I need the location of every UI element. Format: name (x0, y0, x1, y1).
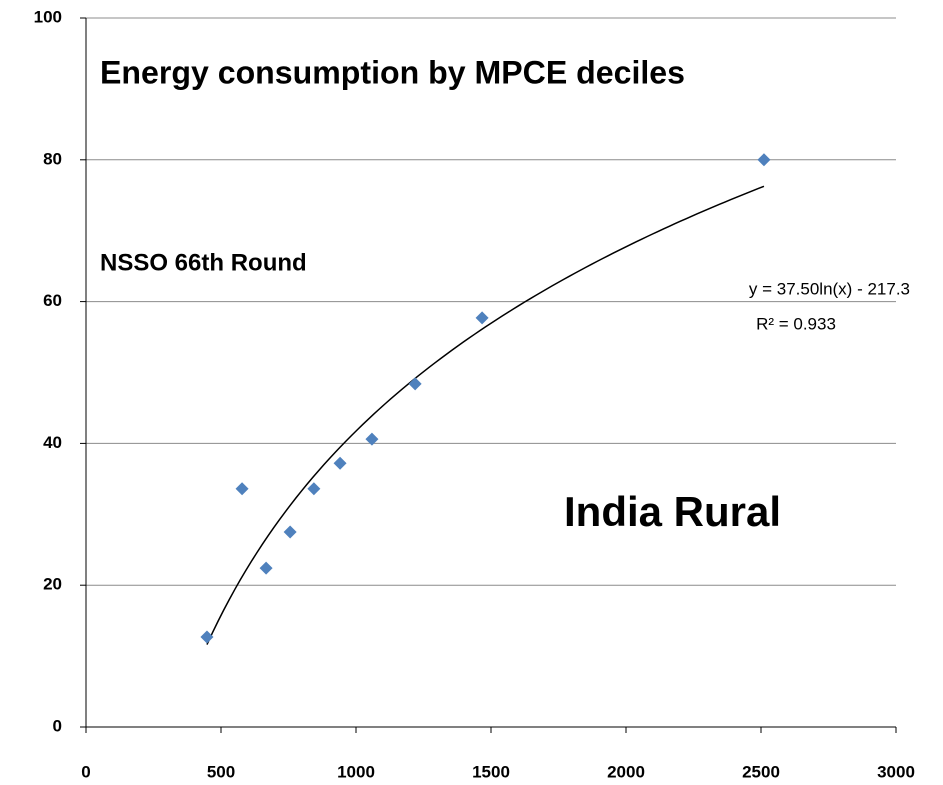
y-tick-label: 0 (53, 716, 62, 735)
annotation: NSSO 66th Round (100, 249, 307, 276)
point (333, 456, 347, 470)
point (757, 153, 771, 167)
x-tick-label: 500 (207, 762, 235, 781)
x-tick-label: 1000 (337, 762, 375, 781)
x-tick-label: 1500 (472, 762, 510, 781)
trendline-r2: R² = 0.933 (756, 314, 836, 333)
trendline-equation: y = 37.50ln(x) - 217.3 (749, 279, 910, 298)
x-tick-label: 2000 (607, 762, 645, 781)
annotation: India Rural (564, 488, 781, 535)
point (408, 377, 422, 391)
y-tick-label: 40 (43, 433, 62, 452)
point (283, 525, 297, 539)
y-tick-label: 100 (34, 7, 62, 26)
x-tick-label: 0 (81, 762, 90, 781)
y-tick-label: 60 (43, 291, 62, 310)
point (200, 630, 214, 644)
x-tick-label: 3000 (877, 762, 915, 781)
point (235, 482, 249, 496)
y-tick-label: 20 (43, 575, 62, 594)
y-tick-label: 80 (43, 149, 62, 168)
x-tick-label: 2500 (742, 762, 780, 781)
trendline (206, 185, 765, 645)
point (475, 311, 489, 325)
point (259, 561, 273, 575)
chart-title: Energy consumption by MPCE deciles (100, 54, 685, 90)
point (365, 432, 379, 446)
point (307, 482, 321, 496)
